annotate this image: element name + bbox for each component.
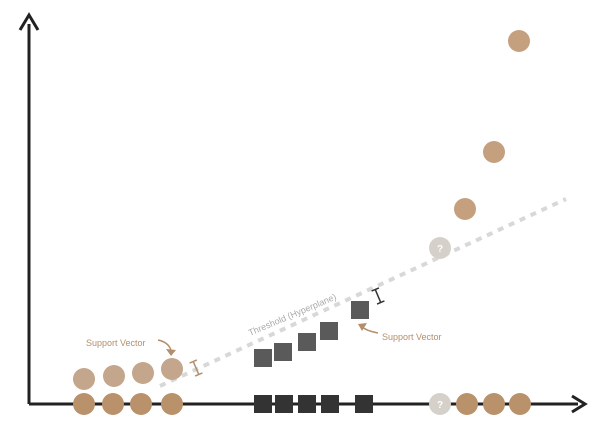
- lifted-unknown-label: ?: [437, 244, 443, 255]
- lifted-circle-class-low: [73, 358, 183, 390]
- support-vector-right-label: Support Vector: [382, 332, 442, 342]
- axis-unknown-label: ?: [437, 400, 443, 411]
- axis-square-point: [275, 395, 293, 413]
- margin-left-i-beam-icon: [189, 359, 203, 377]
- axis-square-point: [355, 395, 373, 413]
- lifted-square-point: [320, 322, 338, 340]
- axis-square-class: [254, 395, 373, 413]
- lifted-square-point: [298, 333, 316, 351]
- support-vector-left-label: Support Vector: [86, 338, 146, 348]
- axis-square-point: [321, 395, 339, 413]
- lifted-circle-point: [73, 368, 95, 390]
- axis-circle-point: [509, 393, 531, 415]
- y-axis-arrowhead-icon: [18, 12, 40, 31]
- lifted-unknown-point: ?: [429, 237, 451, 259]
- axis-circle-point: [483, 393, 505, 415]
- threshold-line: [159, 197, 567, 388]
- axis-square-point: [254, 395, 272, 413]
- axis-circle-point: [73, 393, 95, 415]
- lifted-circle-point: [132, 362, 154, 384]
- lifted-square-point: [254, 349, 272, 367]
- lifted-circle-point: [483, 141, 505, 163]
- axis-square-point: [298, 395, 316, 413]
- x-axis-arrowhead-icon: [571, 394, 588, 414]
- support-vector-right-curved-arrow-icon: [358, 323, 379, 334]
- lifted-circle-point-support-vector: [161, 358, 183, 380]
- lifted-circle-point: [103, 365, 125, 387]
- axis-circle-class: [73, 393, 531, 415]
- axis-circle-point: [102, 393, 124, 415]
- support-vector-left-curved-arrow-icon: [157, 339, 176, 356]
- lifted-square-point-support-vector: [351, 301, 369, 319]
- axis-circle-point: [130, 393, 152, 415]
- axis-unknown-point: ?: [429, 393, 451, 415]
- axis-circle-point: [456, 393, 478, 415]
- lifted-square-class: [254, 301, 369, 367]
- lifted-circle-point: [508, 30, 530, 52]
- axis-circle-point: [161, 393, 183, 415]
- lifted-circle-point: [454, 198, 476, 220]
- margin-right-i-beam-icon: [371, 287, 385, 305]
- lifted-circle-class-high: [454, 30, 530, 220]
- lifted-square-point: [274, 343, 292, 361]
